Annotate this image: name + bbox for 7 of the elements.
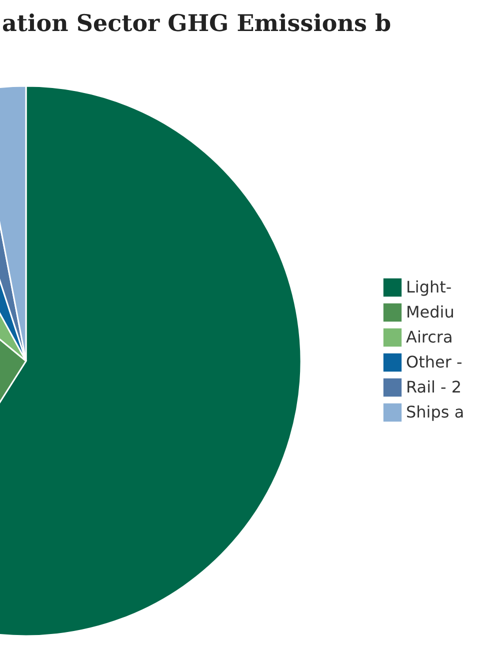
- legend-label: Other -: [406, 352, 462, 372]
- legend-label: Mediu: [406, 302, 454, 322]
- legend-label: Light-: [406, 278, 452, 296]
- legend-label: Aircra: [406, 328, 453, 346]
- chart-title: ation Sector GHG Emissions b: [2, 10, 392, 37]
- legend-label: Ships a: [406, 402, 464, 422]
- legend-label: Rail - 2: [406, 378, 462, 396]
